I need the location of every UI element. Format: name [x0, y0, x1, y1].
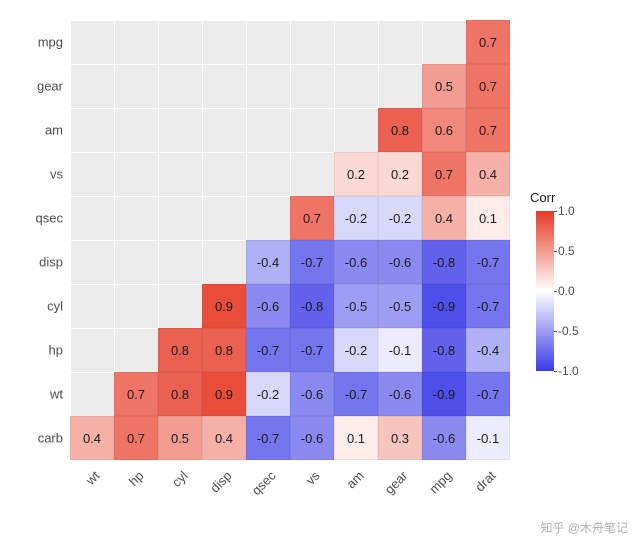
- legend-tick-label: 0.0: [558, 284, 575, 298]
- heatmap-cell: 0.9: [202, 372, 246, 416]
- heatmap-cell: 0.4: [202, 416, 246, 460]
- heatmap-cell: -0.7: [246, 416, 290, 460]
- heatmap-cell: -0.6: [246, 284, 290, 328]
- heatmap-cell: 0.7: [422, 152, 466, 196]
- legend-tick-label: 1.0: [558, 204, 575, 218]
- y-tick-label: cyl: [8, 299, 63, 314]
- heatmap-cell: -0.7: [466, 240, 510, 284]
- heatmap-cell: 0.3: [378, 416, 422, 460]
- heatmap-cell: 0.4: [422, 196, 466, 240]
- heatmap-cell: -0.1: [378, 328, 422, 372]
- heatmap-cell: 0.7: [466, 20, 510, 64]
- y-tick-label: disp: [8, 255, 63, 270]
- heatmap-cell: -0.7: [466, 284, 510, 328]
- heatmap-cell: -0.6: [290, 416, 334, 460]
- heatmap-cell: -0.6: [378, 240, 422, 284]
- heatmap-cell: 0.1: [466, 196, 510, 240]
- heatmap-cell: -0.6: [422, 416, 466, 460]
- legend-bar-wrap: 1.00.50.0-0.5-1.0: [530, 211, 620, 371]
- y-tick-label: gear: [8, 79, 63, 94]
- color-legend: Corr 1.00.50.0-0.5-1.0: [530, 190, 620, 371]
- y-tick-label: wt: [8, 387, 63, 402]
- heatmap-cell: -0.5: [378, 284, 422, 328]
- heatmap-cell: 0.8: [378, 108, 422, 152]
- heatmap-cell: -0.2: [334, 328, 378, 372]
- heatmap-cell: 0.5: [422, 64, 466, 108]
- y-tick-label: hp: [8, 343, 63, 358]
- correlation-heatmap: 0.70.50.70.80.60.70.20.20.70.40.7-0.2-0.…: [0, 0, 638, 542]
- x-tick-label: vs: [303, 468, 323, 488]
- heatmap-cell: -0.8: [422, 240, 466, 284]
- heatmap-cell: -0.7: [334, 372, 378, 416]
- heatmap-cell: 0.2: [334, 152, 378, 196]
- heatmap-cell: -0.2: [246, 372, 290, 416]
- y-tick-label: am: [8, 123, 63, 138]
- heatmap-cell: -0.6: [334, 240, 378, 284]
- heatmap-cell: -0.9: [422, 284, 466, 328]
- heatmap-cell: -0.7: [246, 328, 290, 372]
- heatmap-cell: 0.8: [202, 328, 246, 372]
- heatmap-cell: 0.6: [422, 108, 466, 152]
- heatmap-cell: -0.8: [422, 328, 466, 372]
- y-tick-label: mpg: [8, 35, 63, 50]
- heatmap-cell: -0.2: [378, 196, 422, 240]
- heatmap-cell: 0.4: [70, 416, 114, 460]
- y-tick-label: qsec: [8, 211, 63, 226]
- legend-tick-label: -1.0: [558, 364, 579, 378]
- heatmap-cell: 0.2: [378, 152, 422, 196]
- x-tick-label: cyl: [169, 468, 191, 490]
- heatmap-cell: -0.7: [290, 240, 334, 284]
- heatmap-cell: -0.4: [246, 240, 290, 284]
- x-tick-label: mpg: [426, 468, 454, 496]
- heatmap-cell: 0.7: [114, 416, 158, 460]
- heatmap-cell: 0.5: [158, 416, 202, 460]
- heatmap-cell: -0.6: [378, 372, 422, 416]
- legend-tick-label: 0.5: [558, 244, 575, 258]
- heatmap-cell: -0.7: [290, 328, 334, 372]
- y-tick-label: carb: [8, 431, 63, 446]
- heatmap-cell: -0.5: [334, 284, 378, 328]
- heatmap-cell: 0.4: [466, 152, 510, 196]
- y-tick-label: vs: [8, 167, 63, 182]
- heatmap-cell: -0.4: [466, 328, 510, 372]
- x-tick-label: am: [343, 468, 366, 491]
- heatmap-cell: 0.7: [466, 64, 510, 108]
- legend-colorbar: [536, 211, 554, 371]
- x-tick-label: qsec: [249, 468, 279, 498]
- heatmap-cell: 0.8: [158, 328, 202, 372]
- heatmap-cell: -0.2: [334, 196, 378, 240]
- heatmap-cell: 0.9: [202, 284, 246, 328]
- watermark: 知乎 @木舟笔记: [540, 519, 628, 536]
- heatmap-cell: 0.7: [290, 196, 334, 240]
- heatmap-cell: 0.8: [158, 372, 202, 416]
- plot-panel: 0.70.50.70.80.60.70.20.20.70.40.7-0.2-0.…: [70, 20, 510, 460]
- legend-title: Corr: [530, 190, 620, 205]
- heatmap-cell: -0.6: [290, 372, 334, 416]
- x-tick-label: disp: [207, 468, 234, 495]
- heatmap-cell: -0.8: [290, 284, 334, 328]
- x-tick-label: hp: [126, 468, 147, 489]
- heatmap-cell: 0.7: [114, 372, 158, 416]
- x-tick-label: wt: [83, 468, 103, 488]
- heatmap-cell: -0.7: [466, 372, 510, 416]
- x-tick-label: gear: [382, 468, 411, 497]
- x-tick-label: drat: [472, 468, 498, 494]
- legend-tick-label: -0.5: [558, 324, 579, 338]
- heatmap-cell: -0.9: [422, 372, 466, 416]
- heatmap-cell: -0.1: [466, 416, 510, 460]
- heatmap-cell: 0.7: [466, 108, 510, 152]
- heatmap-cell: 0.1: [334, 416, 378, 460]
